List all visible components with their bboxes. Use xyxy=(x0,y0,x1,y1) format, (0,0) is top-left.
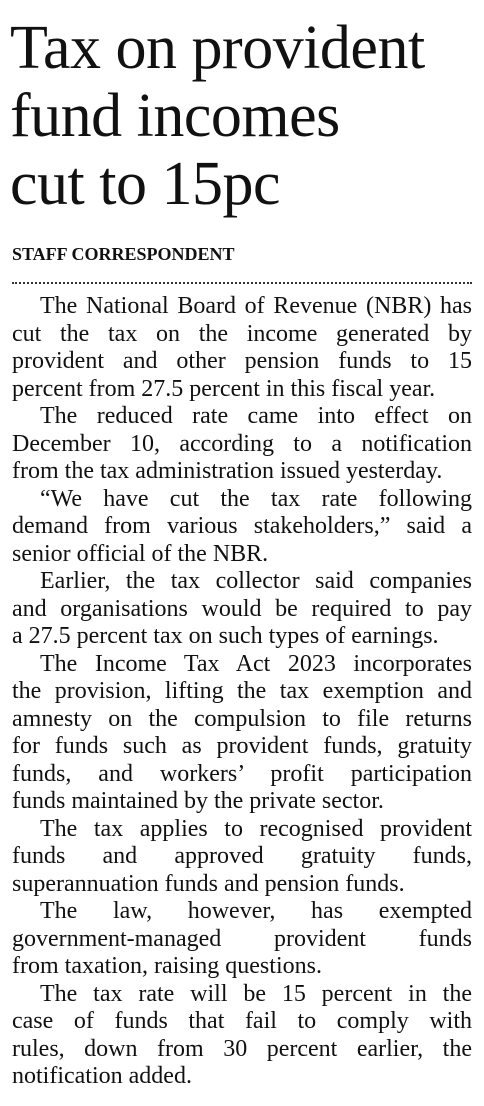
divider xyxy=(12,282,472,284)
body-line: demand from various stakeholders,” said … xyxy=(12,513,472,539)
body-line: superannuation funds and pension funds. xyxy=(12,870,405,897)
body-line: notification added. xyxy=(12,1063,192,1089)
body-line: “We have cut the tax rate following xyxy=(40,485,472,512)
body-line: government-managed provident funds xyxy=(12,925,472,952)
body-line: from the tax administration issued yeste… xyxy=(12,458,443,484)
body-line: The Income Tax Act 2023 incorporates xyxy=(40,650,472,677)
body-line: The tax applies to recognised provident xyxy=(40,815,472,842)
byline: STAFF CORRESPONDENT xyxy=(12,244,235,264)
headline-line: fund incomes xyxy=(10,82,340,150)
body-line: Earlier, the tax collector said companie… xyxy=(40,568,472,594)
body-line: funds and approved gratuity funds, xyxy=(12,843,472,869)
body-line: rules, down from 30 percent earlier, the xyxy=(12,1035,472,1062)
body-line: and organisations would be required to p… xyxy=(12,595,472,622)
body-line: senior official of the NBR. xyxy=(12,540,269,567)
article-body: The National Board of Revenue (NBR) has c… xyxy=(12,293,472,1091)
body-line: December 10, according to a notification xyxy=(12,430,472,457)
body-line: cut the tax on the income generated by xyxy=(12,320,472,347)
headline: Tax on provident fund incomes cut to 15pc xyxy=(10,14,476,218)
body-line: percent from 27.5 percent in this fiscal… xyxy=(12,375,436,402)
body-line: The law, however, has exempted xyxy=(40,898,472,924)
body-line: a 27.5 percent tax on such types of earn… xyxy=(12,623,439,649)
body-line: funds, and workers’ profit participation xyxy=(12,760,472,787)
body-line: from taxation, raising questions. xyxy=(12,953,322,979)
body-line: The National Board of Revenue (NBR) has xyxy=(40,293,472,319)
body-line: amnesty on the compulsion to file return… xyxy=(12,705,472,732)
headline-line: Tax on provident xyxy=(10,14,425,82)
headline-line: cut to 15pc xyxy=(10,150,281,218)
body-line: case of funds that fail to comply with xyxy=(12,1008,472,1034)
body-line: funds maintained by the private sector. xyxy=(12,788,384,814)
body-line: provident and other pension funds to 15 xyxy=(12,348,472,374)
body-line: for funds such as provident funds, gratu… xyxy=(12,733,472,759)
body-line: The reduced rate came into effect on xyxy=(40,403,472,429)
body-line: the provision, lifting the tax exemption… xyxy=(12,678,472,704)
body-line: The tax rate will be 15 percent in the xyxy=(40,980,472,1007)
